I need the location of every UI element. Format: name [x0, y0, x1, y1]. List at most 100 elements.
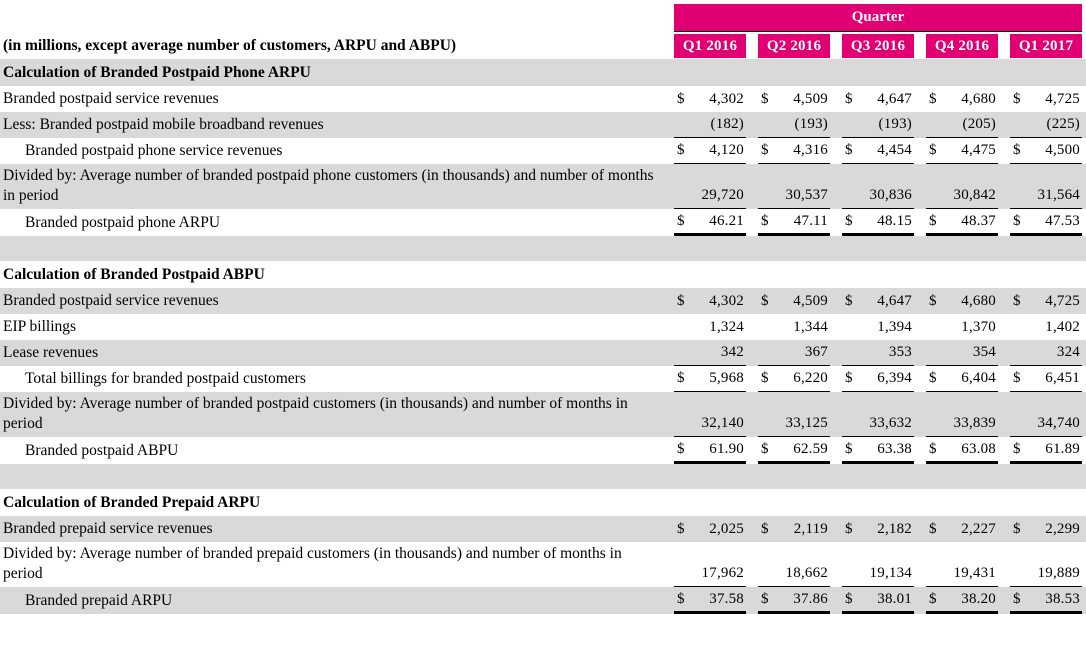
value-text: 342: [720, 344, 744, 360]
value-cell: $61.89: [1010, 437, 1082, 464]
value-text: 4,647: [877, 292, 912, 309]
value-text: 30,842: [953, 187, 996, 203]
value-cell: $2,119: [758, 516, 830, 542]
dollar-sign: $: [845, 292, 853, 309]
value-cell: $4,120: [674, 138, 746, 164]
row-label: Lease revenues: [3, 344, 99, 361]
value-text: 1,324: [709, 318, 744, 335]
value-cell: $6,394: [842, 366, 914, 392]
value-text: (193): [794, 116, 828, 132]
row-label: Divided by: Average number of branded po…: [3, 395, 628, 432]
value-cell: 1,324: [674, 314, 746, 340]
value-text: 19,889: [1037, 565, 1080, 581]
value-cell: $48.37: [926, 209, 998, 236]
value-cell: 30,537: [758, 164, 830, 209]
value-text: 4,725: [1045, 292, 1080, 309]
table-row: Branded prepaid ARPU $37.58 $37.86 $38.01 $3…: [0, 587, 1086, 614]
dollar-sign: $: [929, 520, 937, 537]
value-cell: $6,404: [926, 366, 998, 392]
value-cell: $37.58: [674, 587, 746, 614]
value-text: (205): [962, 116, 996, 132]
value-text: 33,839: [953, 415, 996, 431]
section-header-row: Calculation of Branded Prepaid ARPU: [0, 489, 1086, 516]
dollar-sign: $: [1013, 212, 1021, 229]
value-text: 2,119: [793, 520, 828, 537]
row-label: Branded postpaid ABPU: [25, 441, 179, 459]
column-header-q2-2016: Q2 2016: [758, 34, 830, 58]
header-spacer: [0, 4, 662, 32]
value-cell: 30,836: [842, 164, 914, 209]
value-cell: 33,632: [842, 392, 914, 437]
dollar-sign: $: [845, 370, 853, 386]
dollar-sign: $: [677, 520, 685, 537]
value-text: (182): [710, 116, 744, 132]
value-text: 63.08: [961, 440, 996, 457]
dollar-sign: $: [677, 212, 685, 229]
value-text: 4,302: [709, 292, 744, 309]
section-title: Calculation of Branded Postpaid ABPU: [3, 265, 265, 283]
value-text: 32,140: [701, 415, 744, 431]
value-cell: (205): [926, 112, 998, 138]
dollar-sign: $: [1013, 590, 1021, 607]
value-cell: $4,680: [926, 86, 998, 112]
value-text: 17,962: [701, 565, 744, 581]
value-cell: $38.53: [1010, 587, 1082, 614]
row-label: Branded postpaid service revenues: [3, 90, 219, 107]
value-cell: 353: [842, 340, 914, 366]
value-cell: $47.11: [758, 209, 830, 236]
value-text: 4,647: [877, 90, 912, 107]
value-cell: $6,220: [758, 366, 830, 392]
value-cell: 1,402: [1010, 314, 1082, 340]
dollar-sign: $: [929, 90, 937, 107]
row-label: EIP billings: [3, 318, 77, 335]
dollar-sign: $: [677, 90, 685, 107]
table-row: Branded postpaid ABPU $61.90 $62.59 $63.38 $…: [0, 437, 1086, 464]
value-cell: $61.90: [674, 437, 746, 464]
dollar-sign: $: [677, 590, 685, 607]
row-label: Total billings for branded postpaid cust…: [25, 370, 306, 387]
dollar-sign: $: [761, 440, 769, 457]
row-label: Divided by: Average number of branded pr…: [3, 545, 622, 582]
dollar-sign: $: [845, 90, 853, 107]
dollar-sign: $: [845, 440, 853, 457]
value-cell: 33,839: [926, 392, 998, 437]
value-cell: 33,125: [758, 392, 830, 437]
table-header-columns-row: (in millions, except average number of c…: [0, 32, 1086, 59]
table-row: Less: Branded postpaid mobile broadband …: [0, 112, 1086, 138]
value-cell: 19,889: [1010, 542, 1082, 587]
value-text: 1,402: [1045, 318, 1080, 335]
value-cell: $38.01: [842, 587, 914, 614]
value-text: 63.38: [877, 440, 912, 457]
value-text: 48.15: [877, 212, 912, 229]
value-cell: $2,227: [926, 516, 998, 542]
value-cell: (193): [842, 112, 914, 138]
value-text: 2,227: [961, 520, 996, 537]
value-text: 47.53: [1045, 212, 1080, 229]
value-text: 2,025: [709, 520, 744, 537]
section-title: Calculation of Branded Postpaid Phone AR…: [3, 63, 311, 81]
dollar-sign: $: [1013, 370, 1021, 386]
column-header-q4-2016: Q4 2016: [926, 34, 998, 58]
value-text: 1,394: [877, 318, 912, 335]
value-text: 4,680: [961, 292, 996, 309]
value-cell: $62.59: [758, 437, 830, 464]
value-text: 33,125: [785, 415, 828, 431]
row-label: Branded prepaid service revenues: [3, 520, 213, 537]
value-cell: $48.15: [842, 209, 914, 236]
value-text: 6,404: [961, 370, 996, 386]
table-row: Branded prepaid service revenues $2,025 $2…: [0, 516, 1086, 542]
dollar-sign: $: [929, 370, 937, 386]
value-text: 6,220: [793, 370, 828, 386]
value-cell: $63.08: [926, 437, 998, 464]
value-cell: 1,344: [758, 314, 830, 340]
value-text: 4,509: [793, 292, 828, 309]
value-text: 4,454: [877, 142, 912, 158]
value-cell: $2,299: [1010, 516, 1082, 542]
units-label: (in millions, except average number of c…: [3, 36, 457, 54]
value-text: 34,740: [1037, 415, 1080, 431]
table-row: Divided by: Average number of branded po…: [0, 392, 1086, 437]
dollar-sign: $: [761, 590, 769, 607]
dollar-sign: $: [1013, 90, 1021, 107]
value-text: 61.89: [1045, 440, 1080, 457]
dollar-sign: $: [761, 90, 769, 107]
